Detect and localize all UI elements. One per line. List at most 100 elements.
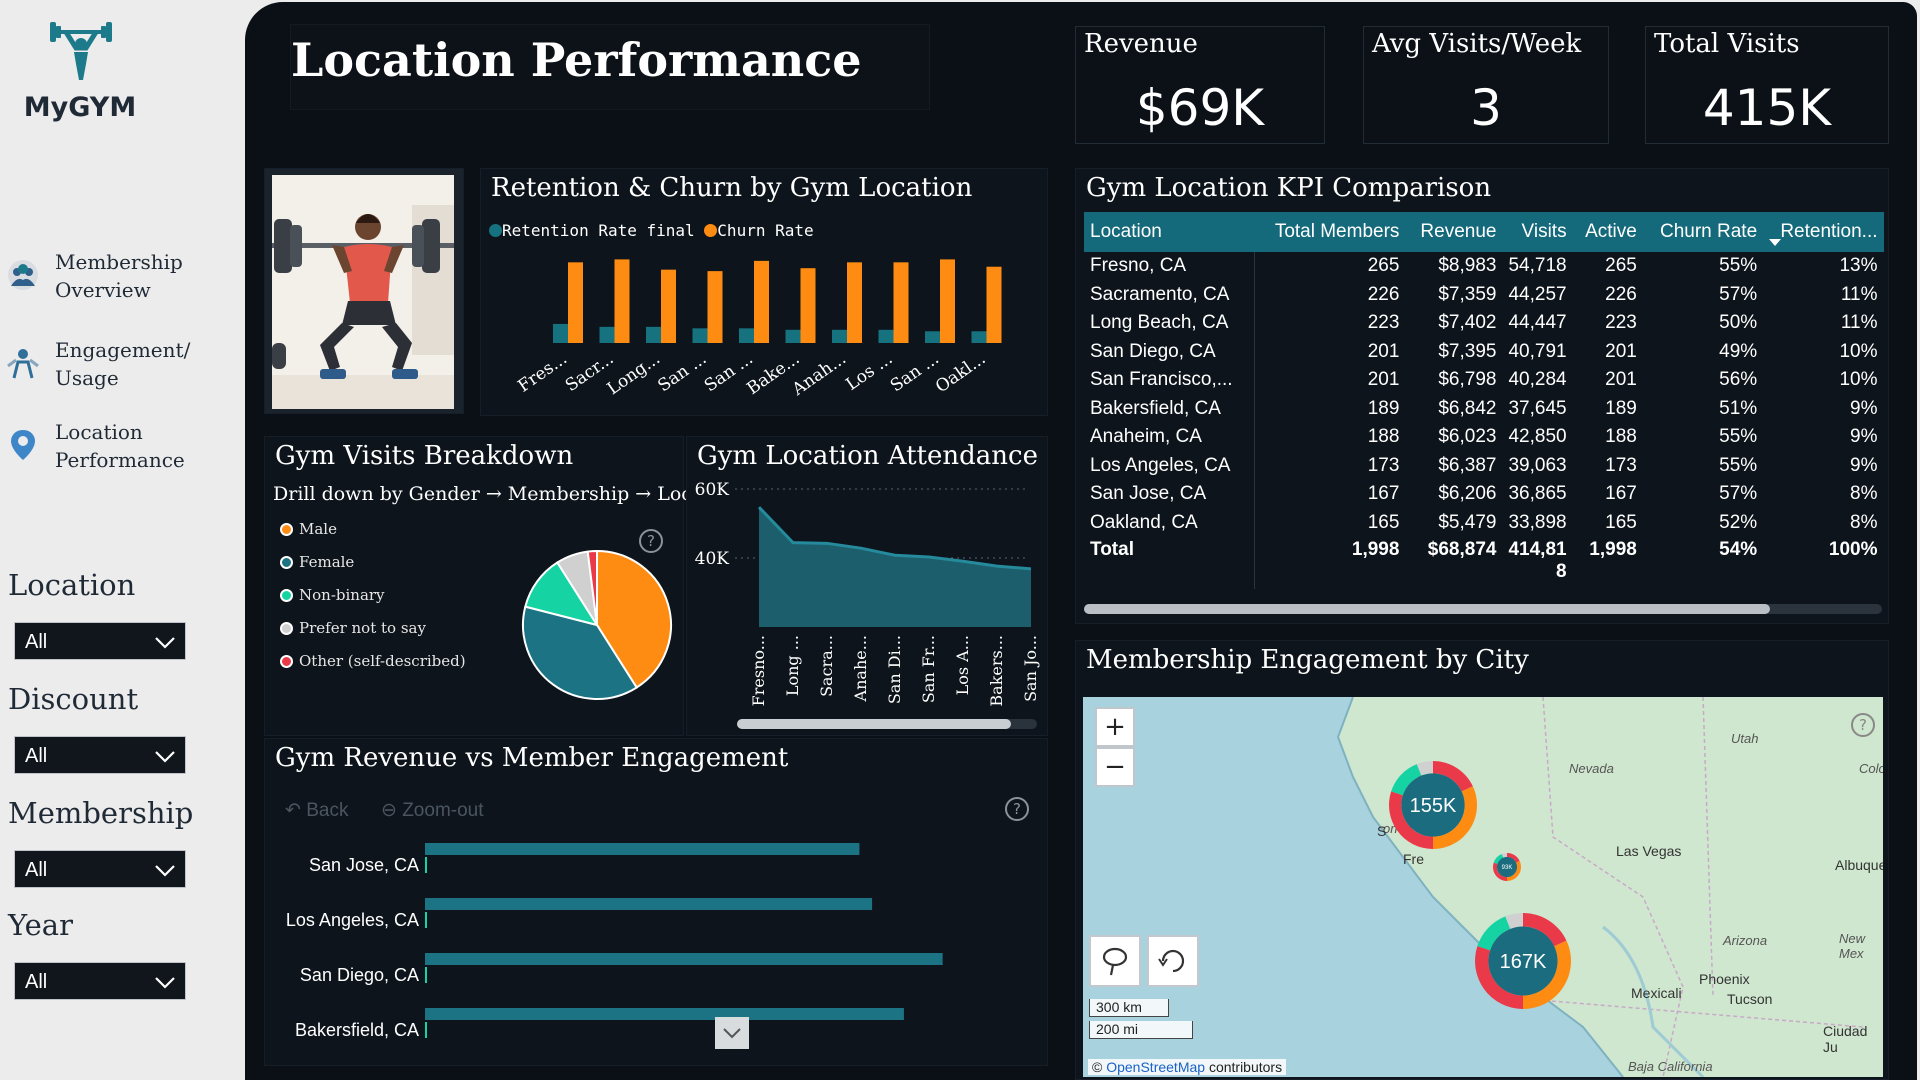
map-title: Membership Engagement by City: [1086, 645, 1529, 675]
column-header[interactable]: Location: [1084, 212, 1255, 252]
map-bubble-layer: 155K 167K 93K: [1389, 761, 1571, 1009]
discount-filter-select[interactable]: All: [14, 736, 186, 774]
dumbbell-person-logo-icon: [50, 22, 112, 80]
help-icon[interactable]: ?: [639, 529, 663, 553]
table-cell: 265: [1367, 255, 1400, 277]
kpi-card-avg-visits: Avg Visits/Week 3: [1363, 26, 1609, 144]
table-row[interactable]: San Diego, CA 201 $7,395 40,791 201 49% 10%: [1084, 337, 1884, 366]
table-cell: 54%: [1719, 539, 1758, 560]
table-cell: Fresno, CA: [1084, 252, 1256, 281]
membership-filter-select[interactable]: All: [14, 850, 186, 888]
back-button[interactable]: ↶ Back: [285, 800, 349, 821]
zoom-out-button[interactable]: ⊖ Zoom-out: [381, 800, 484, 821]
year-filter-select[interactable]: All: [14, 962, 186, 1000]
engagement-map[interactable]: Utah Nevada Las Vegas Arizona Albuquerq …: [1083, 697, 1883, 1077]
column-header-sorted[interactable]: Retention...: [1763, 212, 1884, 252]
kpi-label: Avg Visits/Week: [1372, 29, 1582, 59]
scroll-down-button[interactable]: [715, 1017, 749, 1049]
table-row[interactable]: Los Angeles, CA 173 $6,387 39,063 173 55% 9%: [1084, 451, 1884, 480]
table-cell: $8,983: [1438, 255, 1497, 277]
y-tick-label: 40K: [695, 549, 730, 569]
zoom-out-button[interactable]: −: [1095, 747, 1135, 787]
scrollbar-thumb[interactable]: [1084, 604, 1770, 614]
table-cell: 36,865: [1508, 483, 1567, 505]
filter-label-discount: Discount: [8, 682, 139, 716]
x-tick-label: San Di...: [885, 635, 904, 704]
x-tick-label: Long ...: [783, 635, 802, 696]
location-pin-icon: [11, 430, 35, 460]
table-cell: 40,284: [1508, 369, 1567, 391]
table-row[interactable]: Fresno, CA 265 $8,983 54,718 265 55% 13%: [1084, 252, 1884, 281]
table-scrollbar[interactable]: [1084, 604, 1882, 614]
table-cell: San Francisco,...: [1084, 366, 1256, 395]
title-panel: Location Performance: [290, 24, 930, 110]
attendance-area: [759, 507, 1031, 627]
nav-label: Location Performance: [55, 420, 185, 472]
table-cell: 10%: [1839, 369, 1878, 391]
bubble-core: [1488, 926, 1558, 996]
table-cell: 165: [1605, 511, 1637, 533]
retention-bar: [692, 328, 708, 343]
page-title: Location Performance: [291, 33, 862, 87]
zoom-in-button[interactable]: +: [1095, 707, 1135, 747]
table-cell: 51%: [1719, 397, 1758, 419]
column-header[interactable]: Active: [1572, 212, 1643, 252]
lasso-select-button[interactable]: [1089, 935, 1141, 987]
horizontal-scrollbar[interactable]: [737, 719, 1037, 729]
table-cell: San Jose, CA: [1084, 480, 1256, 509]
reset-view-button[interactable]: [1147, 935, 1199, 987]
table-row[interactable]: Sacramento, CA 226 $7,359 44,257 226 57% 11%: [1084, 280, 1884, 309]
table-cell: 13%: [1839, 255, 1878, 277]
bubble-ring-segment: [1493, 853, 1504, 864]
chart-title: Gym Visits Breakdown: [275, 441, 574, 471]
table-cell: 1,998: [1589, 539, 1637, 560]
kpi-value: $69K: [1135, 79, 1265, 137]
churn-bar: [986, 266, 1002, 343]
table-cell: 55%: [1719, 255, 1758, 277]
legend-swatch: [280, 655, 293, 668]
table-cell: Anaheim, CA: [1084, 423, 1256, 452]
nav-membership-overview[interactable]: Membership Overview: [0, 248, 230, 308]
table-row[interactable]: Oakland, CA 165 $5,479 33,898 165 52% 8%: [1084, 508, 1884, 537]
table-cell: Oakland, CA: [1084, 508, 1256, 537]
column-header[interactable]: Visits: [1502, 212, 1573, 252]
scrollbar-thumb[interactable]: [737, 719, 1011, 729]
table-row[interactable]: San Francisco,... 201 $6,798 40,284 201 56% 10…: [1084, 366, 1884, 395]
table-cell: 201: [1605, 369, 1637, 391]
sidebar: MyGYM Membership Overview Engagement/Usag…: [0, 0, 240, 1080]
table-cell: 37,645: [1508, 397, 1567, 419]
location-filter-select[interactable]: All: [14, 622, 186, 660]
x-tick-label: Los ...: [842, 349, 896, 395]
column-header[interactable]: Total Members: [1254, 212, 1406, 252]
table-row[interactable]: Long Beach, CA 223 $7,402 44,447 223 50% 11%: [1084, 309, 1884, 338]
column-header[interactable]: Churn Rate: [1642, 212, 1764, 252]
nav-engagement-usage[interactable]: Engagement/Usage: [0, 336, 230, 396]
table-cell: Total: [1084, 537, 1256, 589]
table-cell: 165: [1367, 511, 1400, 533]
table-cell: 42,850: [1508, 426, 1567, 448]
revenue-engagement-panel: Gym Revenue vs Member Engagement ↶ Back …: [264, 738, 1048, 1066]
table-cell: $6,842: [1438, 397, 1497, 419]
churn-bar: [707, 271, 723, 343]
table-cell: $7,402: [1438, 312, 1497, 334]
table-cell: 188: [1605, 426, 1637, 448]
bubble-ring-segment: [1477, 916, 1511, 951]
help-icon[interactable]: ?: [1851, 713, 1875, 737]
filter-label-year: Year: [8, 908, 73, 942]
column-header[interactable]: Revenue: [1405, 212, 1503, 252]
revenue-bar-chart: San Jose, CA Los Angeles, CA San Diego, CA…: [286, 843, 943, 1040]
x-tick-label: Bakers...: [987, 635, 1006, 707]
table-cell: 9%: [1850, 397, 1878, 419]
help-icon[interactable]: ?: [1005, 797, 1029, 821]
table-row[interactable]: San Jose, CA 167 $6,206 36,865 167 57% 8%: [1084, 480, 1884, 509]
legend-label: Churn Rate: [717, 221, 814, 240]
bubble-label: 155K: [1410, 795, 1457, 817]
table-cell: $6,023: [1438, 426, 1497, 448]
openstreetmap-link[interactable]: OpenStreetMap: [1106, 1059, 1206, 1075]
table-row[interactable]: Bakersfield, CA 189 $6,842 37,645 189 51% 9%: [1084, 394, 1884, 423]
map-attribution: © OpenStreetMap contributors: [1088, 1059, 1287, 1075]
photo-panel: [264, 168, 464, 414]
table-cell: 201: [1367, 369, 1400, 391]
table-row[interactable]: Anaheim, CA 188 $6,023 42,850 188 55% 9%: [1084, 423, 1884, 452]
nav-location-performance[interactable]: Location Performance: [0, 418, 230, 478]
